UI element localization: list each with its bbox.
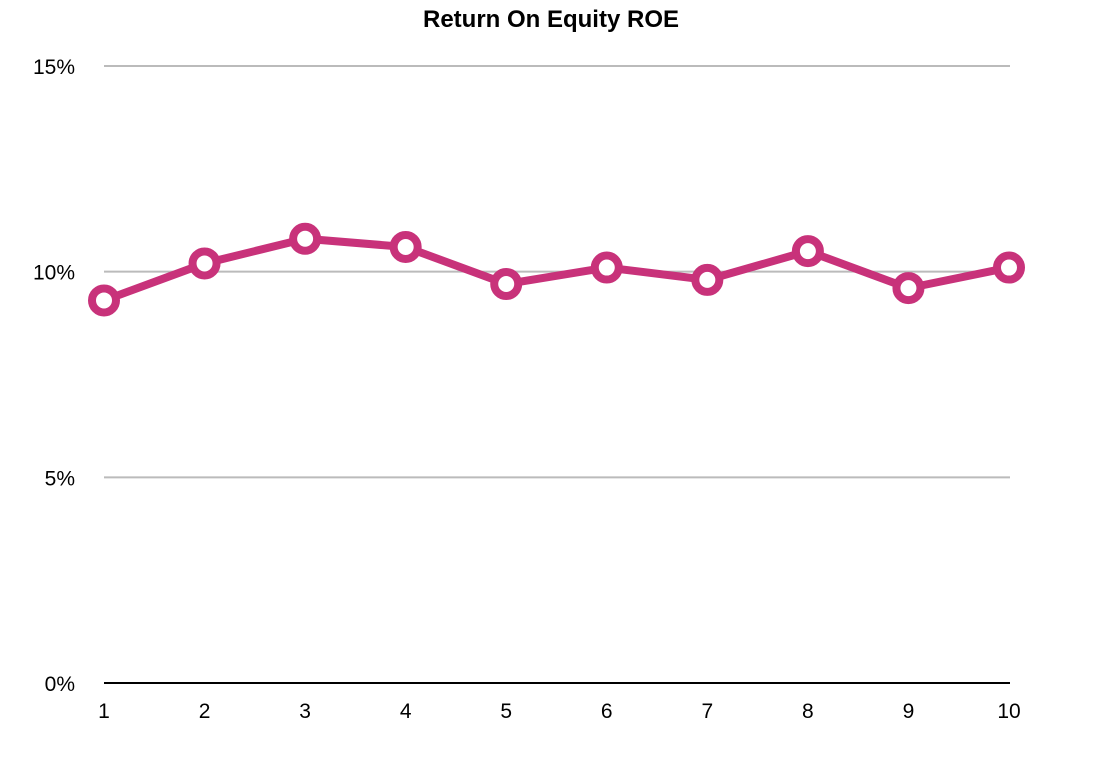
x-tick-label: 10 bbox=[997, 700, 1020, 723]
data-point bbox=[892, 272, 925, 305]
series-line bbox=[100, 234, 1013, 305]
x-tick-label: 6 bbox=[601, 700, 613, 723]
y-tick-label: 0% bbox=[45, 673, 75, 696]
x-tick-label: 5 bbox=[500, 700, 512, 723]
data-point bbox=[590, 251, 623, 284]
data-point bbox=[188, 247, 221, 280]
x-tick-label: 2 bbox=[199, 700, 211, 723]
x-tick-label: 4 bbox=[400, 700, 412, 723]
x-tick-label: 7 bbox=[701, 700, 713, 723]
x-tick-label: 9 bbox=[903, 700, 915, 723]
data-point bbox=[88, 284, 120, 317]
y-tick-label: 10% bbox=[33, 262, 75, 285]
data-point bbox=[691, 263, 724, 296]
y-tick-label: 5% bbox=[45, 467, 75, 490]
x-tick-label: 1 bbox=[98, 700, 110, 723]
chart-title: Return On Equity ROE bbox=[422, 6, 679, 33]
data-point bbox=[490, 268, 523, 301]
x-tick-label: 3 bbox=[299, 700, 311, 723]
y-tick-label: 15% bbox=[33, 56, 75, 79]
data-point bbox=[389, 230, 422, 263]
data-point bbox=[993, 251, 1025, 284]
data-point bbox=[289, 222, 322, 255]
x-tick-label: 8 bbox=[802, 700, 814, 723]
data-point bbox=[791, 235, 824, 268]
